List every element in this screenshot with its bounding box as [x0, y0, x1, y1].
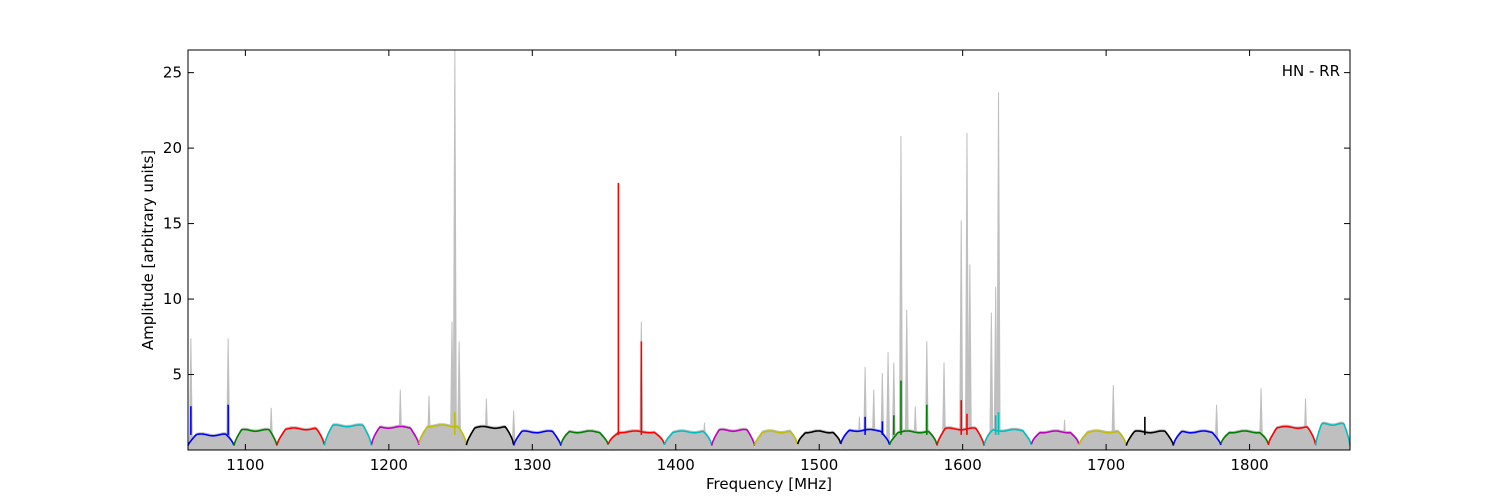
series-line-4 [370, 425, 420, 446]
x-axis-title: Frequency [MHz] [706, 475, 832, 493]
background-band [276, 426, 325, 450]
series-line-18 [1030, 430, 1080, 445]
background-band [560, 429, 609, 450]
background-peak [904, 309, 909, 451]
series-line-8 [560, 430, 610, 446]
x-tick-label: 1200 [370, 456, 408, 474]
background-peak [880, 373, 885, 451]
series-line-7 [512, 430, 562, 446]
background-band [466, 424, 514, 450]
y-tick-label: 5 [172, 366, 182, 384]
y-tick-label: 20 [163, 139, 182, 157]
background-band [513, 429, 561, 450]
background-peak [1214, 404, 1219, 451]
background-peak [964, 133, 970, 451]
background-band [371, 424, 419, 450]
background-band [797, 429, 841, 450]
background-band [324, 423, 372, 450]
plot-frame [187, 49, 1351, 451]
background-peak [913, 406, 918, 451]
background-peak [1062, 419, 1067, 451]
series-line-15 [888, 430, 938, 446]
series-line-5 [418, 424, 468, 445]
background-peak [1258, 388, 1264, 451]
x-tick-label: 1700 [1087, 456, 1125, 474]
x-tick-label: 1800 [1230, 456, 1268, 474]
background-peak [484, 398, 489, 451]
background-band [1220, 429, 1269, 450]
background-peak [1111, 385, 1116, 451]
background-peak [941, 362, 947, 451]
series-line-17 [983, 428, 1033, 446]
x-tick-label: 1400 [657, 456, 695, 474]
y-tick-label: 10 [163, 290, 182, 308]
series-line-2 [276, 427, 326, 446]
x-tick-label: 1500 [800, 456, 838, 474]
background-peak [452, 49, 457, 451]
background-band [608, 429, 665, 450]
x-tick-label: 1300 [513, 456, 551, 474]
y-axis-title: Amplitude [arbitrary units] [139, 150, 157, 350]
background-spectrum [188, 49, 1350, 451]
background-peak [863, 366, 868, 451]
background-peak [702, 422, 707, 451]
background-band [233, 427, 277, 450]
y-tick-label: 25 [163, 64, 182, 82]
background-peak [457, 341, 462, 451]
series-line-11 [710, 428, 756, 446]
series-line-21 [1172, 430, 1222, 446]
x-tick-label: 1100 [226, 456, 264, 474]
background-band [188, 432, 234, 450]
background-band [1126, 429, 1174, 450]
background-peak [996, 92, 1001, 451]
series-line-6 [465, 425, 515, 446]
background-band [1031, 429, 1079, 450]
series-line-13 [796, 430, 842, 445]
series-line-10 [663, 430, 713, 446]
polarization-label: HN - RR [1282, 62, 1340, 80]
background-band [754, 429, 798, 450]
x-tick-label: 1600 [944, 456, 982, 474]
background-band [711, 427, 755, 450]
axis-ticks: 1100 1200 1300 1400 1500 1600 1700 1800 5 10 15 20 2… [163, 50, 1350, 474]
background-peak [857, 416, 862, 451]
y-tick-label: 15 [163, 215, 182, 233]
background-peak [967, 264, 972, 451]
series-line-0 [187, 433, 235, 446]
background-band [1173, 429, 1221, 450]
series-line-20 [1125, 430, 1175, 446]
background-peak [426, 395, 432, 451]
series-line-22 [1220, 430, 1269, 445]
background-peak [1303, 398, 1308, 451]
background-peak [885, 351, 891, 451]
background-peak [269, 407, 274, 451]
background-peak [398, 389, 403, 451]
series-line-23 [1267, 425, 1317, 446]
series-line-3 [323, 424, 373, 446]
series-line-1 [233, 428, 278, 446]
series-line-12 [753, 430, 799, 446]
series-line-24 [1314, 422, 1351, 446]
series-line-19 [1078, 430, 1127, 446]
background-band [1315, 421, 1350, 450]
background-peak [871, 389, 876, 451]
spike-layer [190, 182, 1146, 435]
